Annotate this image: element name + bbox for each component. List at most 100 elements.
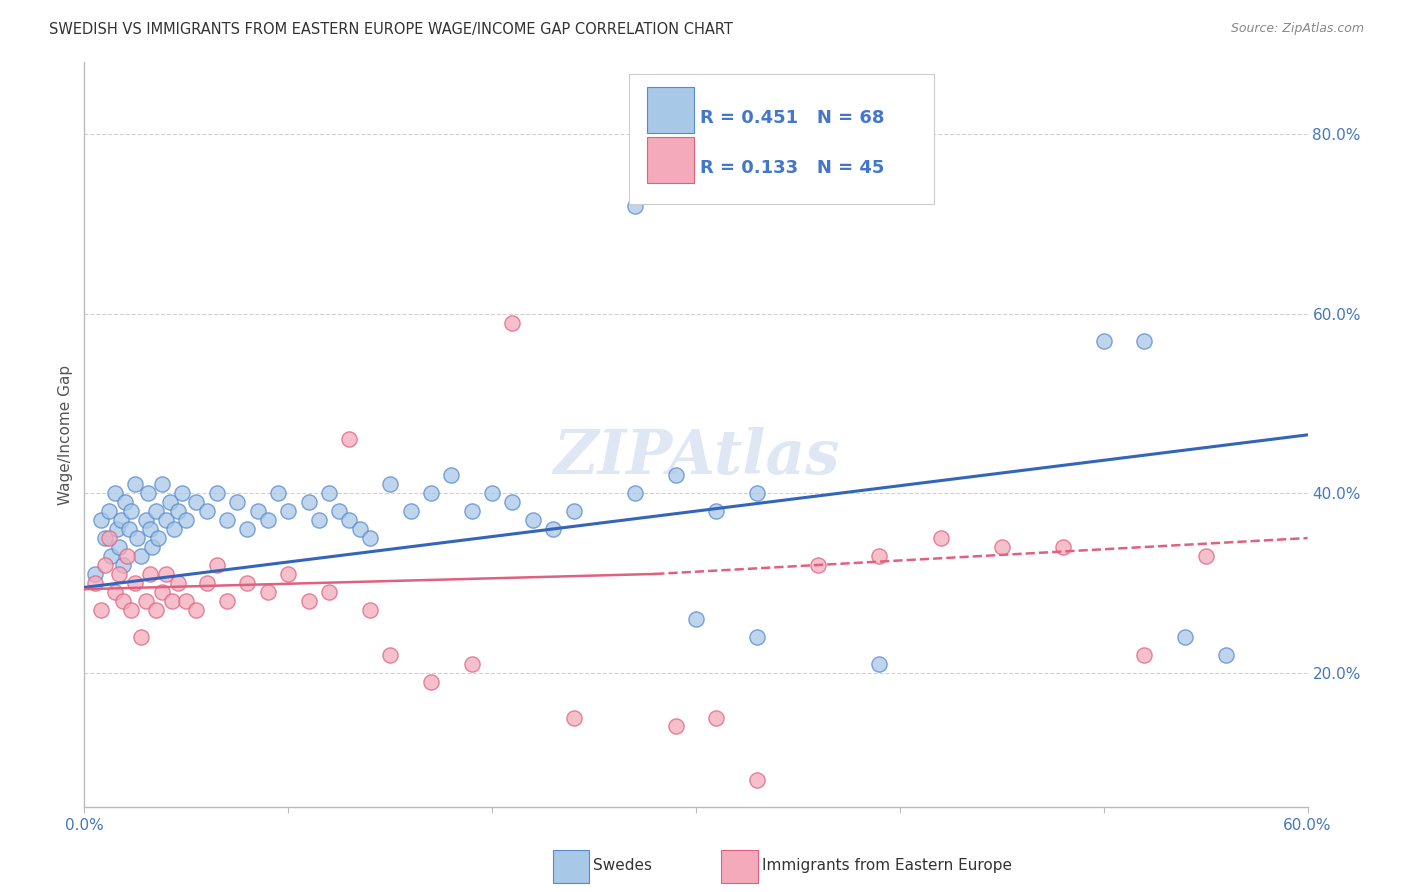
Text: Swedes: Swedes bbox=[593, 858, 652, 872]
FancyBboxPatch shape bbox=[647, 136, 693, 183]
Point bbox=[83, 575, 105, 590]
Point bbox=[1133, 648, 1156, 662]
Point bbox=[929, 531, 952, 545]
Point bbox=[135, 513, 157, 527]
Text: Source: ZipAtlas.com: Source: ZipAtlas.com bbox=[1230, 22, 1364, 36]
Point bbox=[359, 603, 381, 617]
Point bbox=[420, 486, 443, 500]
Point bbox=[236, 522, 259, 536]
Point bbox=[298, 594, 321, 608]
Point bbox=[112, 558, 135, 572]
Point bbox=[685, 612, 707, 626]
Point bbox=[159, 495, 181, 509]
Point bbox=[138, 522, 160, 536]
FancyBboxPatch shape bbox=[647, 87, 693, 133]
Point bbox=[308, 513, 330, 527]
Point bbox=[665, 468, 688, 483]
Point bbox=[380, 477, 402, 491]
Point bbox=[90, 513, 112, 527]
Point bbox=[1215, 648, 1237, 662]
Point bbox=[195, 575, 218, 590]
Point bbox=[328, 504, 350, 518]
Point bbox=[138, 566, 160, 581]
Point bbox=[318, 585, 340, 599]
Point bbox=[257, 585, 280, 599]
Point bbox=[807, 558, 830, 572]
Point bbox=[115, 549, 138, 563]
Point bbox=[97, 531, 120, 545]
Point bbox=[706, 504, 728, 518]
Point bbox=[124, 477, 146, 491]
Point bbox=[195, 504, 218, 518]
Point bbox=[562, 504, 585, 518]
Point bbox=[277, 504, 299, 518]
Point bbox=[257, 513, 280, 527]
Point bbox=[440, 468, 463, 483]
Point bbox=[226, 495, 249, 509]
Point bbox=[349, 522, 371, 536]
Point bbox=[1133, 334, 1156, 348]
Point bbox=[1195, 549, 1218, 563]
Point bbox=[747, 773, 769, 788]
Point bbox=[120, 504, 142, 518]
Point bbox=[991, 540, 1014, 554]
Point bbox=[481, 486, 503, 500]
Point bbox=[105, 522, 128, 536]
Point bbox=[163, 522, 186, 536]
Point bbox=[217, 513, 239, 527]
Point bbox=[114, 495, 136, 509]
Text: ZIPAtlas: ZIPAtlas bbox=[553, 427, 839, 487]
Point bbox=[339, 433, 361, 447]
Point bbox=[246, 504, 269, 518]
Point bbox=[145, 603, 167, 617]
Point bbox=[205, 558, 228, 572]
Point bbox=[172, 486, 194, 500]
Point bbox=[176, 513, 198, 527]
Point bbox=[167, 575, 190, 590]
Point bbox=[150, 585, 173, 599]
Point bbox=[869, 657, 891, 671]
Point bbox=[624, 486, 647, 500]
Point bbox=[399, 504, 422, 518]
Point bbox=[318, 486, 340, 500]
Point bbox=[747, 486, 769, 500]
Point bbox=[461, 504, 484, 518]
Point bbox=[1092, 334, 1115, 348]
Point bbox=[155, 513, 177, 527]
Point bbox=[502, 495, 524, 509]
Point bbox=[502, 316, 524, 330]
Point bbox=[236, 575, 259, 590]
Text: R = 0.451   N = 68: R = 0.451 N = 68 bbox=[700, 109, 884, 127]
Point bbox=[83, 566, 105, 581]
Point bbox=[461, 657, 484, 671]
Y-axis label: Wage/Income Gap: Wage/Income Gap bbox=[58, 365, 73, 505]
Point bbox=[145, 504, 167, 518]
Point bbox=[112, 594, 135, 608]
Point bbox=[624, 199, 647, 213]
Point bbox=[93, 531, 117, 545]
Point bbox=[167, 504, 190, 518]
Point bbox=[562, 710, 585, 724]
Point bbox=[108, 566, 131, 581]
Point bbox=[267, 486, 290, 500]
Point bbox=[90, 603, 112, 617]
Point bbox=[146, 531, 169, 545]
Point bbox=[339, 513, 361, 527]
Point bbox=[1052, 540, 1074, 554]
Point bbox=[359, 531, 381, 545]
Point bbox=[110, 513, 132, 527]
Point bbox=[217, 594, 239, 608]
Point bbox=[150, 477, 173, 491]
Point bbox=[155, 566, 177, 581]
Point bbox=[135, 594, 157, 608]
Point bbox=[186, 603, 208, 617]
Point bbox=[131, 549, 153, 563]
Point bbox=[136, 486, 159, 500]
Point bbox=[104, 486, 127, 500]
Point bbox=[97, 504, 120, 518]
Point bbox=[205, 486, 228, 500]
Point bbox=[747, 630, 769, 644]
Point bbox=[277, 566, 299, 581]
Point bbox=[665, 719, 688, 733]
Point bbox=[127, 531, 149, 545]
